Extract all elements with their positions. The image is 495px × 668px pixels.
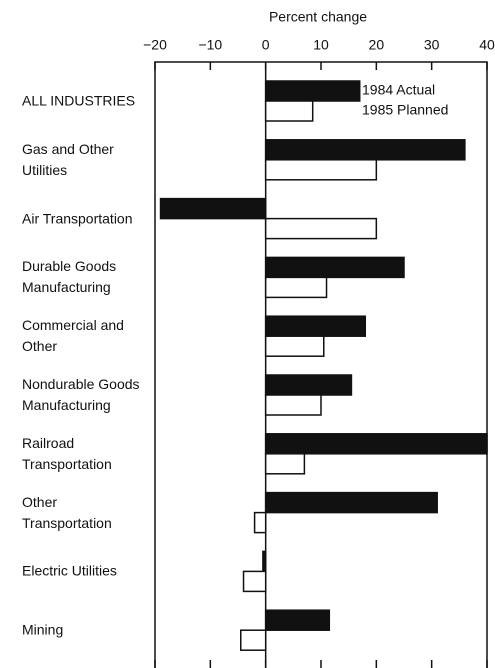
- x-tick-label: 20: [369, 37, 385, 53]
- bar: [264, 100, 314, 122]
- legend-label: 1984 Actual: [362, 82, 435, 98]
- bar: [264, 276, 328, 299]
- bar: [264, 609, 331, 631]
- bar: [264, 139, 466, 161]
- bar: [264, 315, 367, 337]
- bar: [159, 197, 267, 220]
- bar: [264, 374, 353, 396]
- category-label: Railroad Transportation: [22, 434, 112, 472]
- bar: [264, 256, 405, 279]
- category-label: ALL INDUSTRIES: [22, 92, 136, 109]
- bar: [264, 394, 322, 416]
- bar: [264, 335, 325, 357]
- x-tick-label: 10: [313, 37, 329, 53]
- legend-label: 1985 Planned: [362, 102, 448, 118]
- bar: [240, 629, 267, 651]
- category-label: Commercial and Other: [22, 317, 124, 355]
- category-label: Air Transportation: [22, 210, 133, 227]
- bar: [264, 159, 378, 181]
- category-label: Other Transportation: [22, 493, 112, 531]
- category-label: Gas and Other Utilities: [22, 140, 114, 178]
- category-label: Durable Goods Manufacturing: [22, 258, 117, 296]
- x-tick-label: 0: [262, 37, 270, 53]
- bar: [264, 217, 378, 240]
- bar: [262, 550, 267, 573]
- bar: [242, 570, 267, 593]
- category-label: Electric Utilities: [22, 562, 117, 579]
- bar: [264, 80, 361, 102]
- x-tick-label: 40: [479, 37, 495, 53]
- category-label: Nondurable Goods Manufacturing: [22, 376, 140, 413]
- bar: [264, 491, 438, 514]
- bar: [253, 511, 267, 534]
- bar: [264, 433, 488, 455]
- x-tick-label: −20: [143, 37, 167, 53]
- x-tick-label: −10: [198, 37, 222, 53]
- axis-title: Percent change: [269, 9, 367, 25]
- category-label: Mining: [22, 621, 64, 638]
- bar: [264, 453, 306, 475]
- x-tick-label: 30: [424, 37, 440, 53]
